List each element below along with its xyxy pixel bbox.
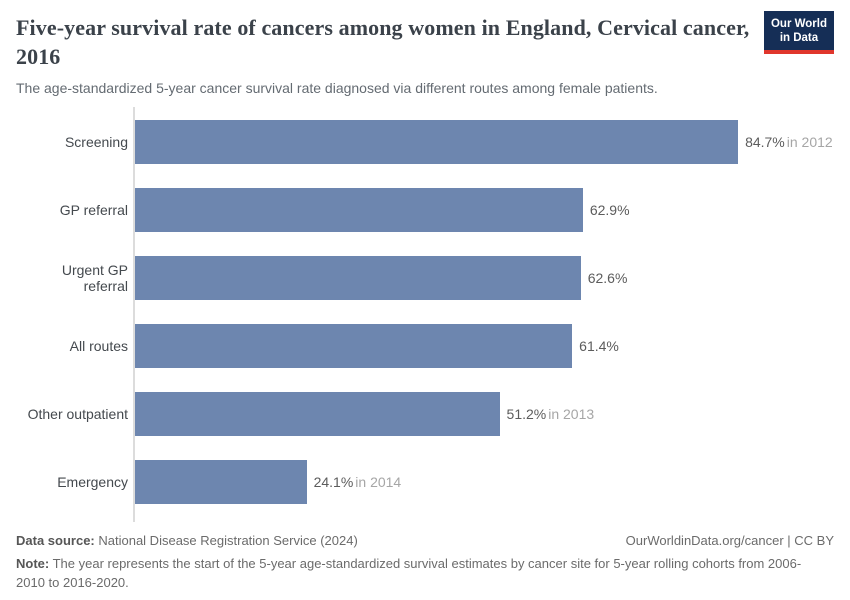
bar-row: Emergency 24.1% in 2014: [16, 448, 834, 516]
owid-logo-line1: Our World: [770, 18, 827, 30]
bar-row: Screening 84.7% in 2012: [16, 108, 834, 176]
value-year-note: in 2012: [786, 134, 833, 151]
value-year-note: in 2014: [355, 474, 402, 491]
value-annotation: 51.2% in 2013: [507, 406, 595, 422]
page-title: Five-year survival rate of cancers among…: [16, 15, 750, 70]
bar-area: 61.4%: [135, 324, 834, 369]
bar[interactable]: [135, 120, 739, 165]
bar[interactable]: [135, 460, 307, 505]
bar-row: GP referral 62.9%: [16, 176, 834, 244]
data-source-text: National Disease Registration Service (2…: [98, 533, 358, 549]
data-source: Data source: National Disease Registrati…: [16, 533, 358, 548]
chart-header: Five-year survival rate of cancers among…: [16, 11, 834, 97]
bar[interactable]: [135, 188, 583, 233]
value-annotation: 24.1% in 2014: [314, 474, 402, 490]
chart-subtitle: The age-standardized 5-year cancer survi…: [16, 80, 658, 97]
value-label: 61.4%: [579, 338, 619, 355]
bar-chart: Screening 84.7% in 2012 GP referral 62.9%: [16, 107, 834, 523]
bar-area: 24.1% in 2014: [135, 460, 834, 505]
bar-row: Urgent GP referral 62.6%: [16, 244, 834, 312]
value-label: 51.2%: [506, 406, 547, 423]
value-annotation: 84.7% in 2012: [745, 134, 833, 150]
y-axis-line: [133, 107, 135, 523]
bar[interactable]: [135, 324, 573, 369]
bar-area: 62.9%: [135, 188, 834, 233]
category-label: GP referral: [59, 202, 128, 219]
owid-logo[interactable]: Our World in Data: [763, 11, 834, 54]
bar[interactable]: [135, 256, 581, 301]
owid-credit-link[interactable]: OurWorldinData.org/cancer | CC BY: [625, 533, 834, 549]
category-label: Other outpatient: [27, 406, 128, 423]
owid-logo-line2: in Data: [779, 32, 819, 45]
footnote: Note: The year represents the start of t…: [16, 555, 806, 593]
bar[interactable]: [135, 392, 500, 437]
value-label: 24.1%: [313, 474, 354, 491]
footnote-text: The year represents the start of the 5-y…: [16, 556, 802, 590]
value-label: 84.7%: [745, 134, 785, 151]
value-label: 62.6%: [587, 270, 628, 287]
bar-row: All routes 61.4%: [16, 312, 834, 380]
data-source-label: Data source:: [16, 533, 95, 549]
category-label: Emergency: [57, 474, 128, 491]
bar-area: 62.6%: [135, 256, 834, 301]
category-label: Screening: [64, 134, 128, 151]
value-year-note: in 2013: [548, 406, 595, 423]
category-label: Urgent GP referral: [61, 262, 128, 295]
footnote-label: Note:: [16, 556, 50, 572]
category-label: All routes: [69, 338, 128, 355]
bar-area: 51.2% in 2013: [135, 392, 834, 437]
bar-area: 84.7% in 2012: [135, 120, 834, 165]
chart-footer: Data source: National Disease Registrati…: [16, 533, 834, 593]
value-label: 62.9%: [589, 202, 630, 219]
value-annotation: 62.9%: [590, 202, 632, 218]
value-annotation: 61.4%: [579, 338, 621, 354]
value-annotation: 62.6%: [588, 270, 630, 286]
bar-row: Other outpatient 51.2% in 2013: [16, 380, 834, 448]
bar-rows: Screening 84.7% in 2012 GP referral 62.9%: [16, 108, 834, 516]
